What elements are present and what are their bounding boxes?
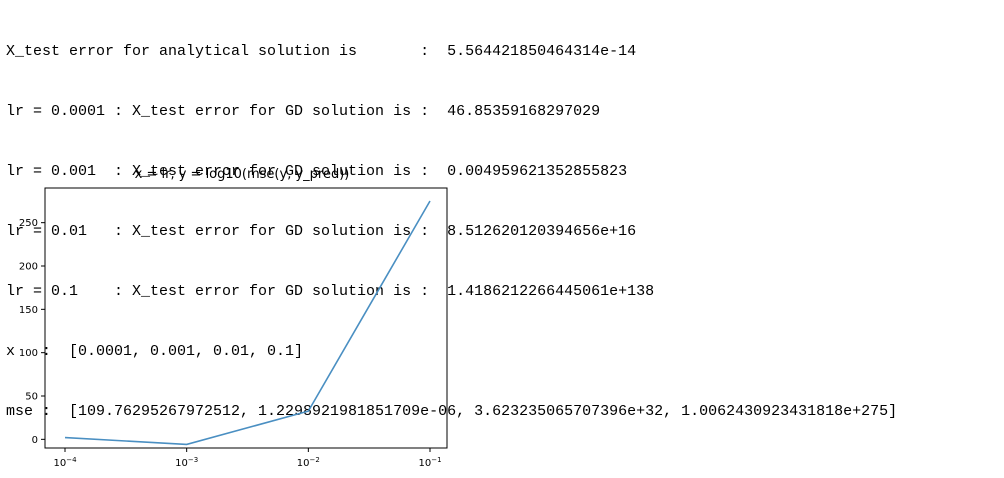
chart-title: x = lr, y = log10(mse(y, y_pred)) — [135, 167, 350, 182]
x-tick-label: 10−3 — [175, 456, 198, 469]
console-line: lr = 0.01 : X_test error for GD solution… — [6, 223, 637, 240]
x-tick-label: 10−1 — [418, 456, 441, 469]
axes-frame — [44, 187, 448, 449]
y-axis: 0 50 100 150 200 250 — [19, 218, 45, 446]
y-tick-label: 50 — [25, 392, 38, 403]
y-tick-label: 100 — [19, 348, 38, 359]
plot-area — [64, 200, 431, 446]
console-line: x : [0.0001, 0.001, 0.01, 0.1] — [6, 343, 304, 360]
line-chart: x = lr, y = log10(mse(y, y_pred)) 0 50 100… — [19, 167, 448, 469]
x-axis: 10−4 10−3 10−2 10−1 — [53, 448, 442, 469]
y-tick-label: 150 — [19, 305, 38, 316]
console-line: lr = 0.0001 : X_test error for GD soluti… — [6, 103, 601, 120]
console-line: X_test error for analytical solution is … — [6, 43, 637, 60]
console-line: lr = 0.1 : X_test error for GD solution … — [6, 283, 655, 300]
y-tick-label: 250 — [19, 218, 38, 229]
series-line — [64, 200, 431, 446]
console-line: lr = 0.001 : X_test error for GD solutio… — [6, 163, 628, 180]
y-tick-label: 0 — [32, 435, 38, 446]
x-tick-label: 10−4 — [53, 456, 77, 469]
x-tick-label: 10−2 — [297, 456, 320, 469]
y-tick-label: 200 — [19, 262, 38, 273]
